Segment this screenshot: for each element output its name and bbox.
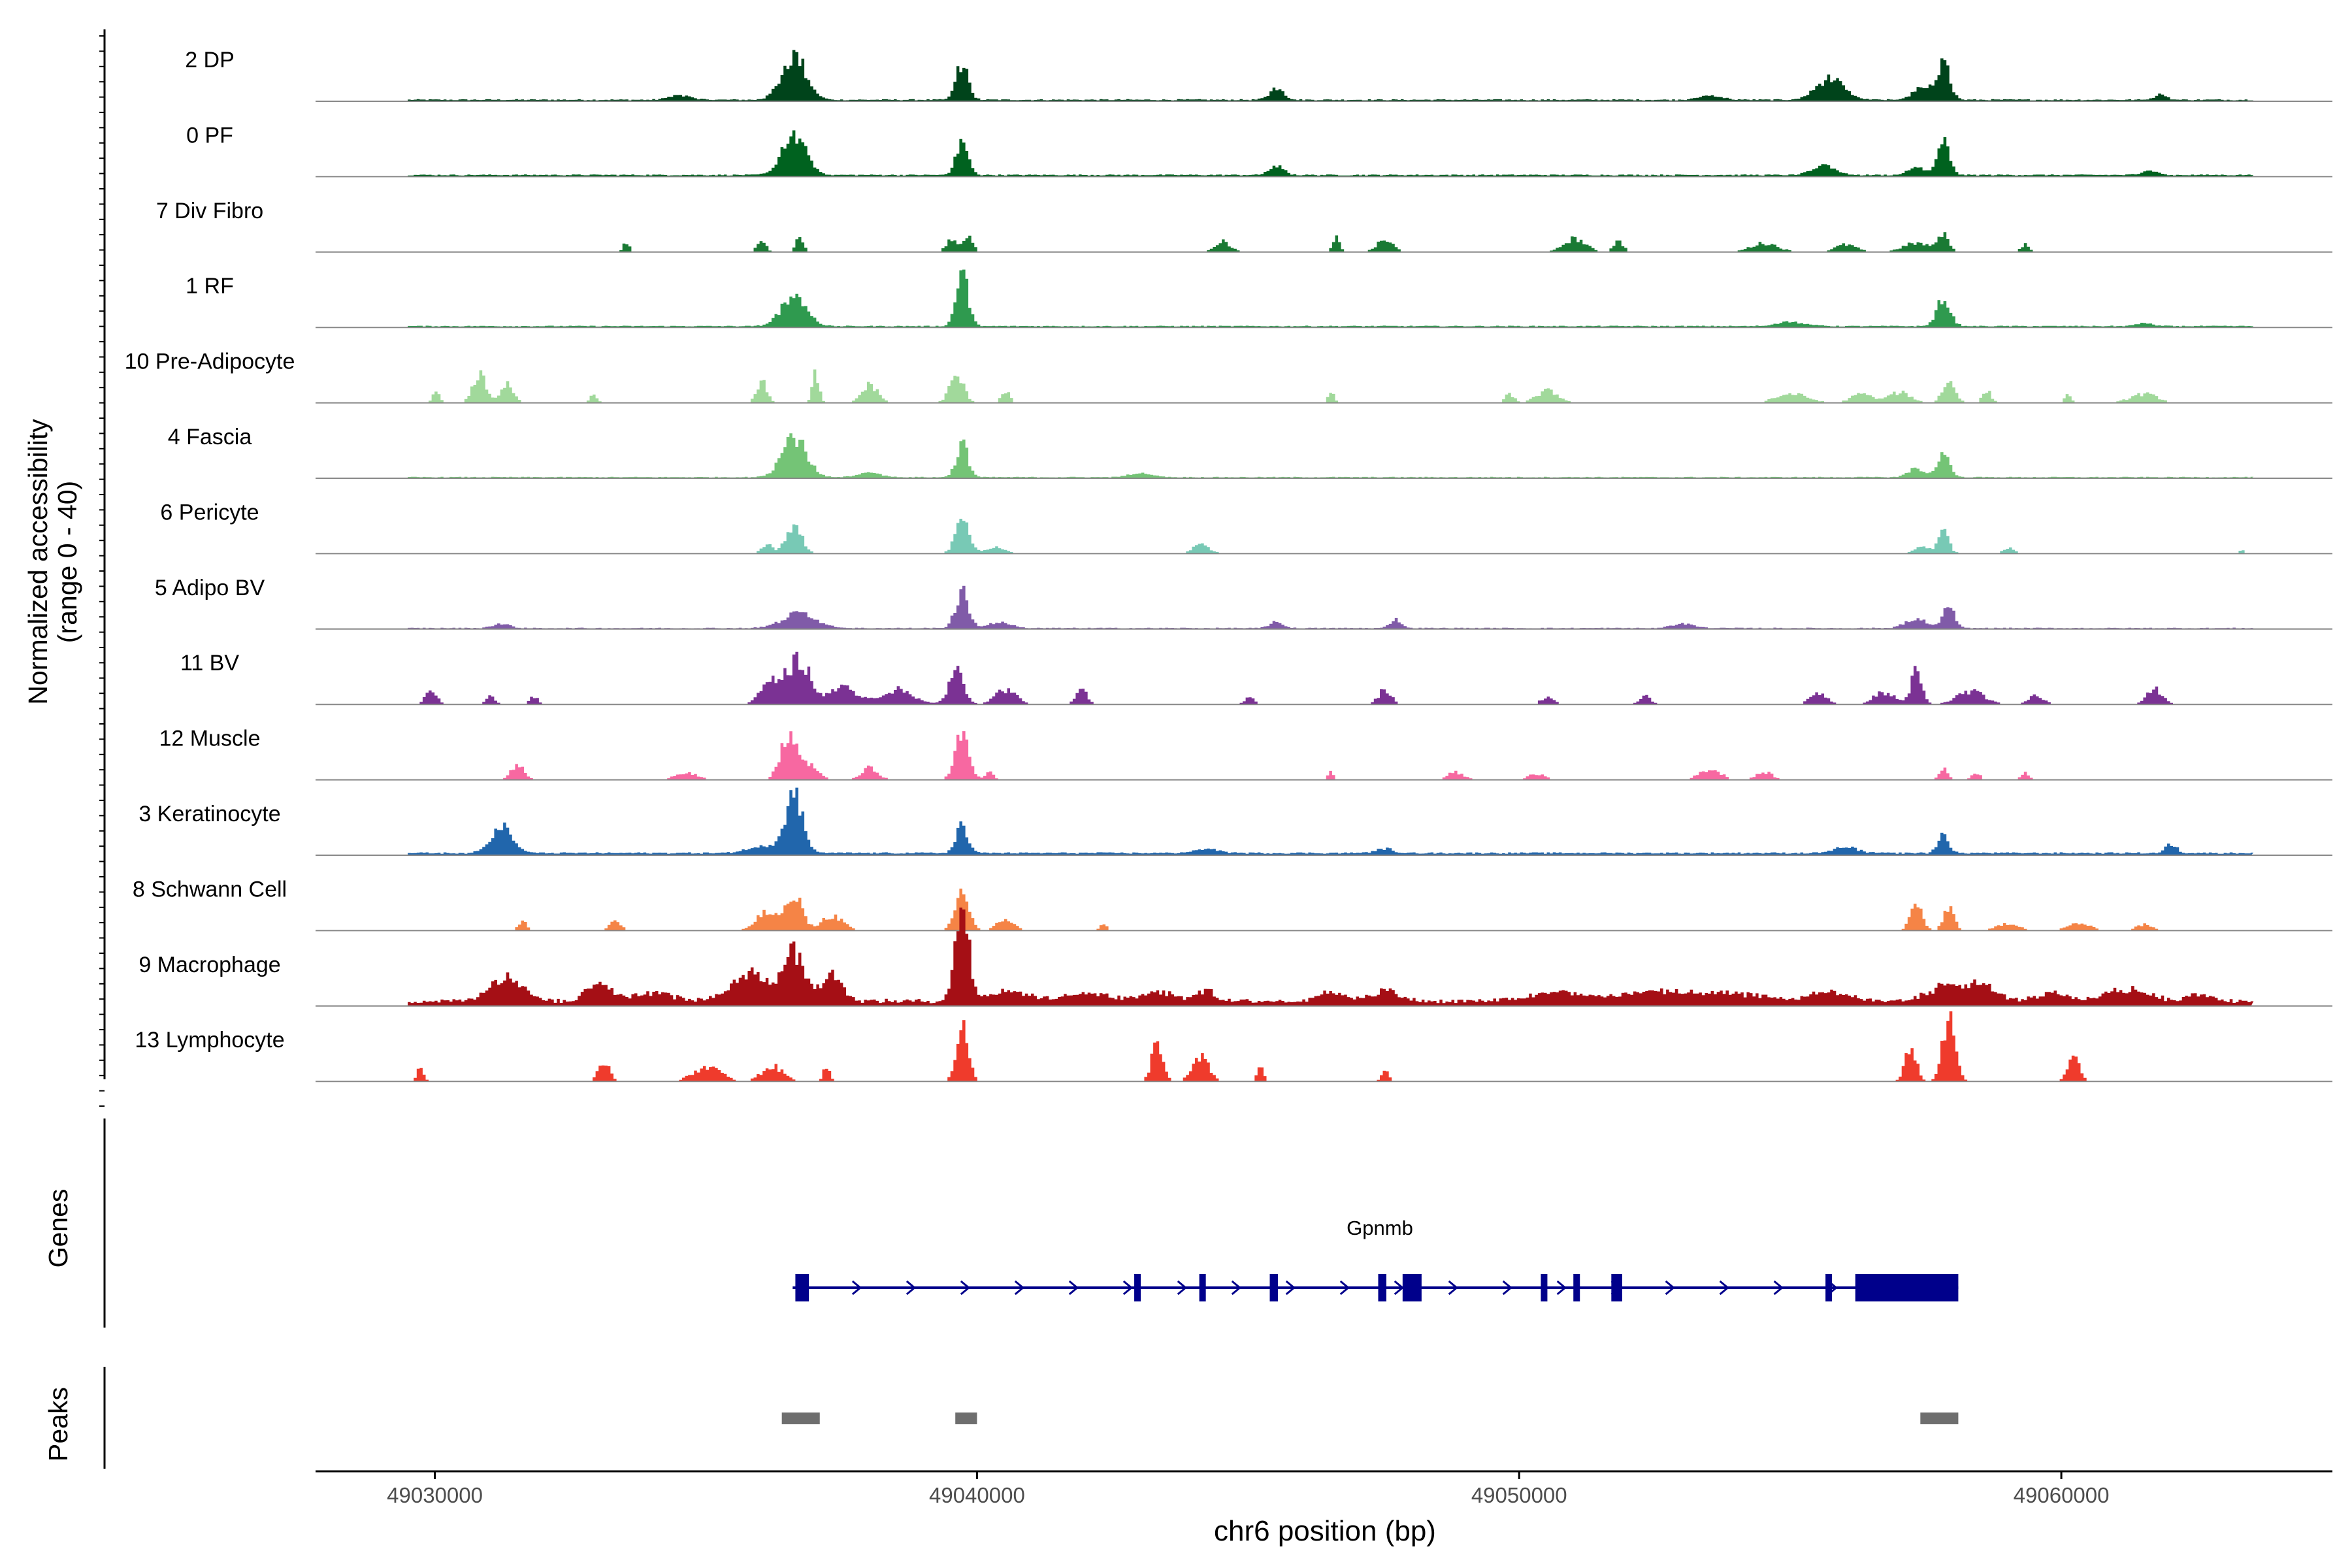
x-axis: 49030000 49040000 49050000 49060000: [316, 1470, 2332, 1507]
track-coverage-area: [408, 585, 2254, 629]
strand-arrow: [906, 1280, 917, 1296]
gene-exon: [1611, 1274, 1622, 1301]
strand-arrow: [1231, 1280, 1242, 1296]
track-label: 2 DP: [185, 48, 235, 73]
strand-arrow: [1448, 1280, 1459, 1296]
track-5-adipo-bv: 5 Adipo BV: [155, 576, 2332, 630]
track-2-dp: 2 DP: [185, 48, 2332, 102]
track-label: 7 Div Fibro: [156, 199, 263, 223]
track-0-pf: 0 PF: [186, 123, 2332, 178]
x-tick-label: 49050000: [1471, 1483, 1567, 1507]
gene-exon: [1825, 1274, 1833, 1301]
track-label: 5 Adipo BV: [155, 576, 265, 600]
gene-exon: [1573, 1274, 1580, 1301]
track-coverage-area: [408, 369, 2254, 403]
track-coverage-area: [408, 433, 2254, 478]
strand-arrow: [851, 1280, 862, 1296]
track-coverage-area: [408, 1011, 2254, 1082]
strand-arrow: [1014, 1280, 1025, 1296]
strand-arrow: [960, 1280, 971, 1296]
strand-arrow: [1068, 1280, 1079, 1296]
track-label: 10 Pre-Adipocyte: [125, 350, 295, 374]
strand-arrow: [1285, 1280, 1296, 1296]
track-10-pre-adipocyte: 10 Pre-Adipocyte: [125, 350, 2332, 404]
track-coverage-area: [408, 907, 2254, 1006]
track-coverage-area: [408, 50, 2254, 101]
track-7-div-fibro: 7 Div Fibro: [156, 199, 2332, 253]
track-label: 12 Muscle: [159, 727, 261, 751]
track-label: 8 Schwann Cell: [133, 877, 287, 902]
strand-arrow: [1719, 1280, 1729, 1296]
track-11-bv: 11 BV: [180, 651, 2332, 706]
gene-exon: [1134, 1274, 1141, 1301]
strand-arrow: [1556, 1280, 1567, 1296]
gene-exon: [1855, 1274, 1959, 1301]
peak-region: [955, 1413, 977, 1424]
peaks-axis-label: Peaks: [43, 1387, 73, 1462]
track-label: 6 Pericyte: [160, 500, 259, 525]
y-axis-label-range: (range 0 - 40): [52, 481, 82, 643]
gene-exon: [1199, 1274, 1206, 1301]
track-label: 13 Lymphocyte: [135, 1028, 284, 1053]
track-coverage-area: [408, 651, 2254, 705]
track-label: 3 Keratinocyte: [139, 802, 280, 826]
track-coverage-area: [408, 269, 2254, 328]
strand-arrow: [1665, 1280, 1675, 1296]
x-tick-label: 49040000: [929, 1483, 1025, 1507]
track-1-rf: 1 RF: [186, 269, 2332, 329]
peak-region: [1920, 1413, 1959, 1424]
track-label: 4 Fascia: [168, 425, 252, 449]
track-coverage-area: [408, 787, 2254, 855]
strand-arrow: [1339, 1280, 1350, 1296]
track-label: 1 RF: [186, 274, 234, 299]
peaks-panel: [103, 1367, 1959, 1469]
strand-arrow: [1122, 1280, 1134, 1296]
track-8-schwann-cell: 8 Schwann Cell: [133, 877, 2332, 932]
gene-exon: [795, 1274, 809, 1301]
coverage-panel: 2 DP 0 PF 7 Div Fibro 1 RF 10 Pre-Adipocyte 4…: [99, 29, 2332, 1107]
gene-exon: [1541, 1274, 1548, 1301]
track-label: 11 BV: [180, 651, 239, 676]
track-13-lymphocyte: 13 Lymphocyte: [135, 1011, 2332, 1083]
genes-panel: [103, 1119, 1959, 1328]
gene-exon: [1402, 1274, 1422, 1301]
strand-arrow: [1773, 1280, 1784, 1296]
track-6-pericyte: 6 Pericyte: [160, 500, 2332, 555]
x-tick-label: 49030000: [387, 1483, 483, 1507]
gene-exon: [1378, 1274, 1386, 1301]
x-axis-title: chr6 position (bp): [1214, 1515, 1436, 1547]
gene-name-label: Gpnmb: [1347, 1217, 1413, 1239]
strand-arrow: [1502, 1280, 1512, 1296]
track-coverage-area: [408, 519, 2254, 554]
track-coverage-area: [408, 232, 2254, 252]
track-12-muscle: 12 Muscle: [159, 727, 2332, 781]
peak-region: [781, 1413, 820, 1424]
x-tick-label: 49060000: [2014, 1483, 2110, 1507]
track-3-keratinocyte: 3 Keratinocyte: [139, 787, 2332, 856]
track-4-fascia: 4 Fascia: [168, 425, 2332, 479]
strand-arrow: [1177, 1280, 1188, 1296]
genes-axis-label: Genes: [43, 1189, 73, 1268]
track-label: 9 Macrophage: [139, 953, 280, 977]
y-axis-label: Normalized accessibility: [23, 419, 53, 705]
gene-exon: [1269, 1274, 1278, 1301]
track-coverage-area: [408, 889, 2254, 931]
strand-arrow: [1394, 1280, 1405, 1296]
track-coverage-area: [408, 130, 2254, 177]
track-label: 0 PF: [186, 123, 233, 148]
track-9-macrophage: 9 Macrophage: [139, 907, 2332, 1007]
track-coverage-area: [408, 731, 2254, 780]
